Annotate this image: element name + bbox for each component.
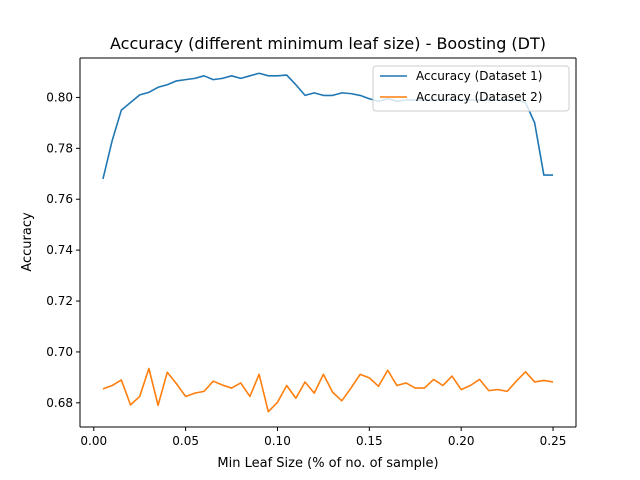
x-tick-label: 0.20 <box>448 434 475 448</box>
y-axis-label: Accuracy <box>20 212 35 272</box>
y-tick-label: 0.68 <box>46 396 73 410</box>
x-tick-label: 0.05 <box>172 434 199 448</box>
y-tick-label: 0.78 <box>46 141 73 155</box>
x-axis-ticks: 0.00 0.05 0.10 0.15 0.20 0.25 <box>80 427 566 448</box>
y-tick-label: 0.74 <box>46 243 73 257</box>
legend: Accuracy (Dataset 1) Accuracy (Dataset 2… <box>372 65 570 112</box>
y-tick-label: 0.72 <box>46 294 73 308</box>
y-tick-label: 0.76 <box>46 192 73 206</box>
chart-title: Accuracy (different minimum leaf size) -… <box>110 34 546 53</box>
y-tick-label: 0.70 <box>46 345 73 359</box>
legend-label-dataset-2: Accuracy (Dataset 2) <box>416 90 542 104</box>
y-tick-label: 0.80 <box>46 90 73 104</box>
legend-box <box>372 65 570 112</box>
x-tick-label: 0.15 <box>356 434 383 448</box>
x-tick-label: 0.00 <box>80 434 107 448</box>
x-tick-label: 0.10 <box>264 434 291 448</box>
x-tick-label: 0.25 <box>540 434 567 448</box>
legend-label-dataset-1: Accuracy (Dataset 1) <box>416 69 542 83</box>
series-line-dataset-2 <box>102 367 554 413</box>
plot-frame <box>79 57 577 428</box>
x-axis-label: Min Leaf Size (% of no. of sample) <box>217 456 438 471</box>
plot-area <box>80 58 576 427</box>
y-axis-ticks: 0.68 0.70 0.72 0.74 0.76 0.78 0.80 <box>46 90 80 410</box>
